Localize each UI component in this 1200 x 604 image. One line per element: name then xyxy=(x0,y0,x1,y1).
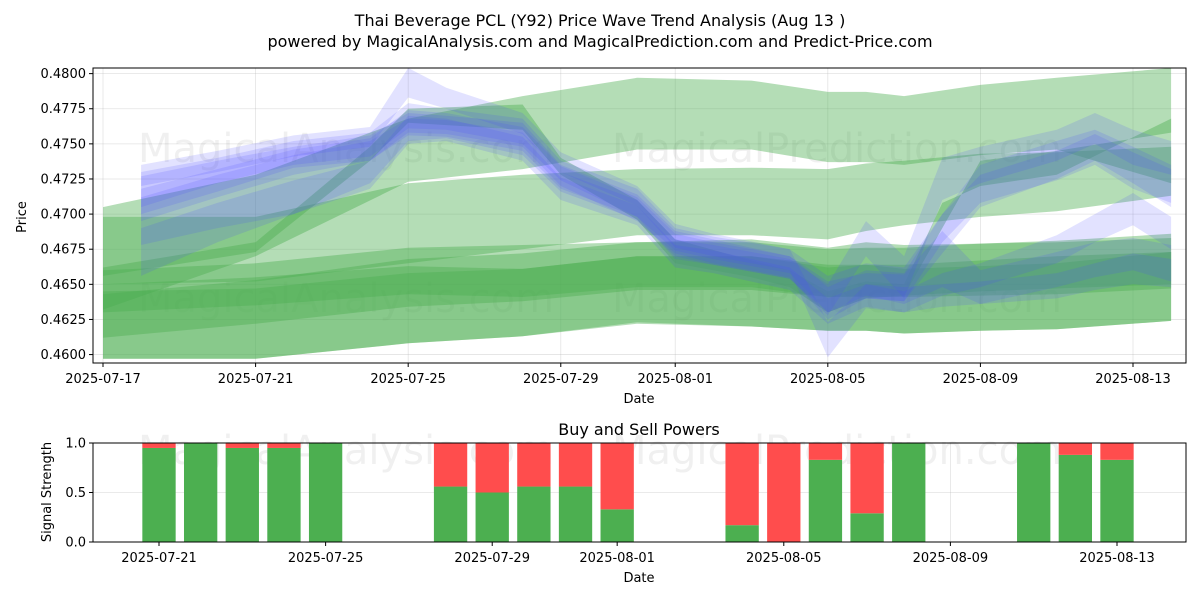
sell-power-bar xyxy=(808,443,843,460)
buy-power-bar xyxy=(475,492,509,542)
price-y-tick-label: 0.4800 xyxy=(41,67,87,82)
buy-power-bar xyxy=(308,443,343,542)
price-y-tick-label: 0.4675 xyxy=(41,243,87,258)
power-x-tick-label: 2025-08-01 xyxy=(579,551,655,566)
power-chart-title: Buy and Sell Powers xyxy=(558,420,720,439)
price-y-tick-label: 0.4775 xyxy=(41,102,87,117)
price-y-tick-label: 0.4650 xyxy=(41,278,87,293)
power-bars xyxy=(142,443,1134,542)
price-x-tick-label: 2025-07-25 xyxy=(370,372,446,387)
power-x-tick-label: 2025-08-05 xyxy=(746,551,822,566)
watermark-prediction-top: MagicalPrediction.com xyxy=(612,126,1062,172)
green-trend-band xyxy=(103,252,1172,313)
buy-power-bar xyxy=(808,459,843,542)
buy-power-bar xyxy=(1058,454,1093,542)
green-trend-band xyxy=(103,68,1172,310)
blue-wave-band xyxy=(141,113,1172,313)
blue-wave-band xyxy=(141,113,1172,316)
blue-bands xyxy=(141,68,1172,358)
power-x-tick-label: 2025-07-25 xyxy=(288,551,364,566)
sell-power-bar xyxy=(850,443,884,514)
price-watermarks: MagicalAnalysis.com MagicalPrediction.co… xyxy=(138,126,1062,322)
watermark-analysis-mid: MagicalAnalysis.com xyxy=(138,276,554,322)
buy-power-bar xyxy=(725,525,759,542)
price-x-tick-label: 2025-07-29 xyxy=(523,372,599,387)
buy-power-bar xyxy=(142,447,176,542)
sell-power-bar xyxy=(142,443,176,448)
watermark-prediction-mid: MagicalPrediction.com xyxy=(612,276,1062,322)
sell-power-bar xyxy=(267,443,301,448)
price-plot-frame xyxy=(92,67,1187,364)
price-x-tick-label: 2025-08-09 xyxy=(943,372,1019,387)
buy-power-bar xyxy=(225,447,259,542)
sell-power-bar xyxy=(433,443,468,487)
blue-wave-band xyxy=(141,68,1172,358)
green-trend-band xyxy=(103,252,1172,359)
price-y-tick-label: 0.4600 xyxy=(41,348,87,363)
sell-power-bar xyxy=(225,443,259,448)
price-x-tick-label: 2025-07-21 xyxy=(218,372,294,387)
buy-power-bar xyxy=(850,513,884,542)
green-trend-band xyxy=(103,104,1172,313)
sell-power-bar xyxy=(558,443,593,487)
watermark-analysis-top: MagicalAnalysis.com xyxy=(138,126,554,172)
price-y-tick-label: 0.4725 xyxy=(41,172,87,187)
price-x-tick-label: 2025-08-05 xyxy=(790,372,866,387)
price-x-label: Date xyxy=(623,392,654,407)
green-trend-band xyxy=(103,146,1172,285)
power-x-axis: 2025-07-21 2025-07-25 2025-07-29 2025-08-01… xyxy=(121,542,1155,566)
green-trend-band xyxy=(103,233,1172,338)
buy-power-bar xyxy=(267,447,301,542)
price-y-label: Price xyxy=(15,201,30,233)
power-x-tick-label: 2025-08-13 xyxy=(1079,551,1155,566)
blue-wave-band xyxy=(141,103,1172,320)
power-x-tick-label: 2025-07-21 xyxy=(121,551,197,566)
green-bands xyxy=(103,68,1172,359)
price-y-tick-label: 0.4750 xyxy=(41,137,87,152)
buy-power-bar xyxy=(892,443,926,542)
sell-power-bar xyxy=(1058,443,1093,455)
power-y-tick-label: 1.0 xyxy=(65,437,86,452)
sell-power-bar xyxy=(517,443,551,487)
buy-power-bar xyxy=(600,509,634,542)
price-y-tick-label: 0.4625 xyxy=(41,313,87,328)
buy-power-bar xyxy=(183,443,218,542)
blue-wave-band xyxy=(141,110,1172,313)
buy-power-bar xyxy=(433,486,468,542)
green-trend-band xyxy=(103,238,1172,359)
price-y-axis: 0.4600 0.4625 0.4650 0.4675 0.4700 0.4725 0.47… xyxy=(41,67,93,363)
sell-power-bar xyxy=(767,443,801,542)
price-x-tick-label: 2025-08-13 xyxy=(1095,372,1171,387)
power-x-tick-label: 2025-08-09 xyxy=(913,551,989,566)
buy-power-bar xyxy=(1017,443,1051,542)
sell-power-bar xyxy=(475,443,509,493)
buy-power-bar xyxy=(558,486,593,542)
price-grid xyxy=(93,68,1186,363)
power-y-axis: 0.0 0.5 1.0 xyxy=(65,437,93,551)
power-chart: Buy and Sell Powers MagicalAnalysis.com … xyxy=(40,420,1187,586)
buy-power-bar xyxy=(517,486,551,542)
sell-power-bar xyxy=(1100,443,1134,460)
power-y-label: Signal Strength xyxy=(40,442,55,542)
sell-power-bar xyxy=(725,443,759,526)
sell-power-bar xyxy=(600,443,634,510)
power-x-tick-label: 2025-07-29 xyxy=(454,551,530,566)
price-x-tick-label: 2025-08-01 xyxy=(637,372,713,387)
chart-title-line1: Thai Beverage PCL (Y92) Price Wave Trend… xyxy=(354,11,846,30)
price-x-tick-label: 2025-07-17 xyxy=(65,372,141,387)
price-x-axis: 2025-07-17 2025-07-21 2025-07-25 2025-07-29… xyxy=(65,363,1171,387)
chart-title-line2: powered by MagicalAnalysis.com and Magic… xyxy=(267,32,932,51)
price-y-tick-label: 0.4700 xyxy=(41,208,87,223)
power-y-tick-label: 0.5 xyxy=(65,486,86,501)
power-x-label: Date xyxy=(623,571,654,586)
power-y-tick-label: 0.0 xyxy=(65,536,86,551)
price-chart: MagicalAnalysis.com MagicalPrediction.co… xyxy=(15,67,1187,407)
buy-power-bar xyxy=(1100,459,1134,542)
